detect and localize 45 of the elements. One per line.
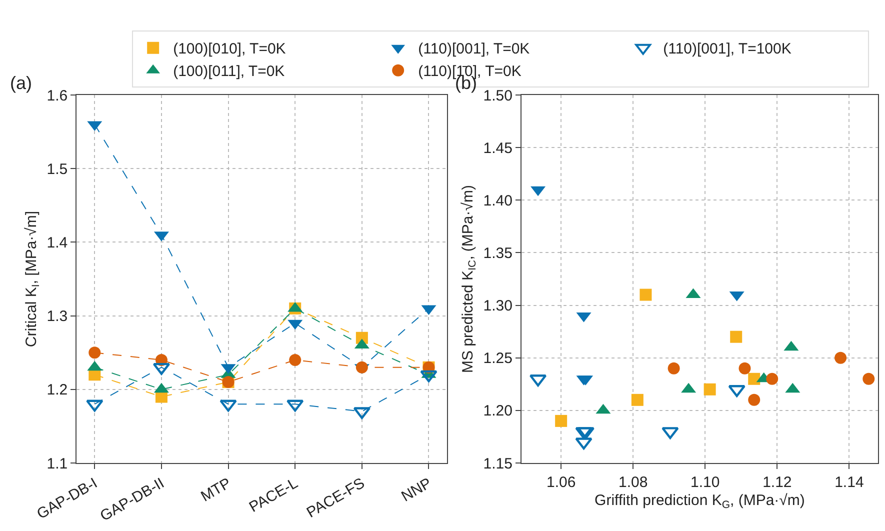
point: [86, 400, 104, 412]
x-tick-label: 1.10: [690, 474, 720, 491]
point: [748, 372, 760, 385]
y-tick-label: 1.50: [483, 87, 512, 104]
point: [555, 414, 568, 427]
y-tick-label: 1.15: [483, 455, 512, 472]
y-tick-label: 1.4: [46, 234, 68, 252]
y-tick-label: 1.30: [483, 298, 512, 315]
y-tick-label: 1.2: [46, 382, 68, 399]
x-tick-label: 1.12: [762, 474, 792, 491]
y-tick-label: 1.5: [46, 160, 68, 178]
point: [834, 352, 847, 364]
y-tick-label: 1.1: [46, 455, 68, 472]
point: [704, 383, 716, 396]
legend-label: (110)[001], T=100K: [663, 40, 792, 58]
legend-label: (100)[010], T=0K: [173, 40, 286, 58]
point: [862, 372, 875, 385]
point: [738, 362, 751, 374]
point: [220, 400, 237, 412]
x-tick-label: 1.06: [546, 474, 576, 491]
point: [730, 330, 742, 343]
point: [766, 372, 778, 385]
y-tick-label: 1.35: [483, 244, 512, 262]
point: [640, 288, 652, 301]
point: [88, 346, 101, 359]
x-tick-label: NNP: [398, 474, 434, 506]
legend-label: (110)[001], T=0K: [418, 40, 530, 58]
x-tick-label: MTP: [198, 474, 234, 506]
legend-label: (100)[011], T=0K: [173, 63, 285, 80]
x-tick-label: 1.08: [618, 474, 648, 491]
y-tick-label: 1.3: [46, 308, 68, 326]
point: [289, 354, 302, 366]
y-tick-label: 1.45: [483, 140, 512, 157]
y-tick-label: 1.40: [483, 192, 512, 210]
point: [748, 394, 760, 406]
x-tick-label: 1.14: [834, 474, 864, 491]
y-tick-label: 1.25: [483, 350, 512, 368]
chart-title: (a): [10, 73, 32, 93]
x-axis-title: Griffith prediction K$_{G}$, (MPa·√m): [594, 492, 805, 512]
y-tick-label: 1.6: [46, 87, 68, 104]
point: [356, 361, 368, 374]
point: [420, 370, 438, 382]
point: [668, 362, 680, 374]
point: [631, 394, 644, 406]
y-tick-label: 1.20: [483, 402, 512, 420]
